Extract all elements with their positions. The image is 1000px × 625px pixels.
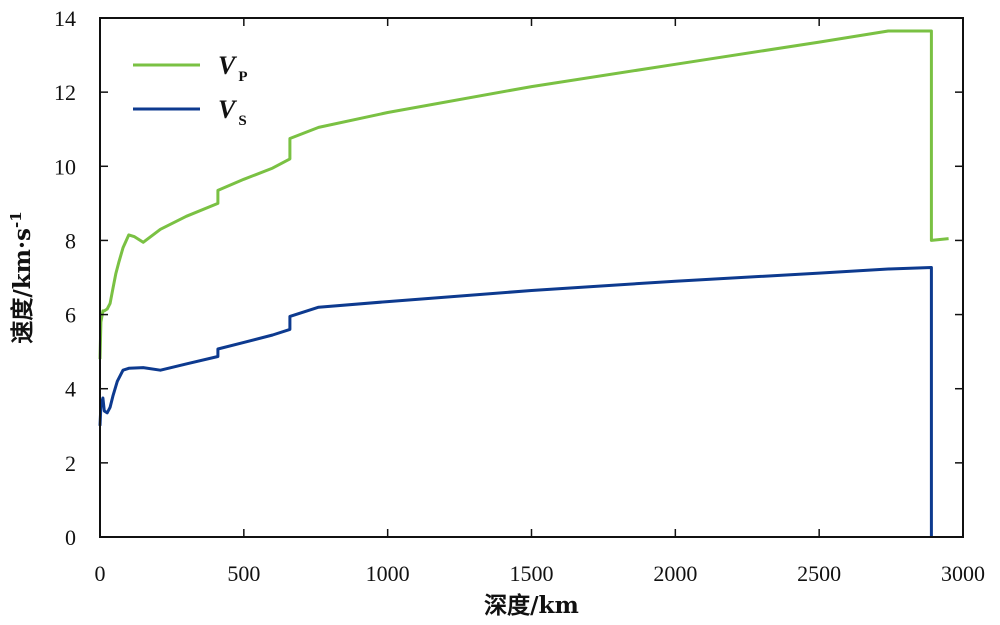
y-axis-label-main: 速度/km·s xyxy=(9,228,36,344)
x-tick-label: 2500 xyxy=(797,561,841,586)
y-tick-label: 8 xyxy=(65,228,76,253)
y-tick-label: 4 xyxy=(65,377,76,402)
y-tick-label: 10 xyxy=(54,154,76,179)
y-axis-label-group: 速度/km·s-1 xyxy=(7,211,36,343)
x-tick-label: 1500 xyxy=(510,561,554,586)
y-axis-ticks: 0 2 4 6 8 10 12 14 xyxy=(54,6,963,550)
y-axis-label-superscript: -1 xyxy=(7,211,25,228)
y-tick-label: 12 xyxy=(54,80,76,105)
y-tick-label: 14 xyxy=(54,6,76,31)
y-tick-label: 0 xyxy=(65,525,76,550)
series-line-VS xyxy=(98,266,933,537)
series-line-VP xyxy=(98,29,949,360)
y-axis-label: 速度/km·s-1 xyxy=(7,211,36,343)
x-tick-label: 500 xyxy=(227,561,260,586)
series-layer xyxy=(98,29,949,537)
x-tick-label: 3000 xyxy=(941,561,985,586)
x-tick-label: 2000 xyxy=(653,561,697,586)
x-tick-label: 0 xyxy=(95,561,106,586)
y-tick-label: 6 xyxy=(65,303,76,328)
x-tick-label: 1000 xyxy=(366,561,410,586)
y-tick-label: 2 xyxy=(65,451,76,476)
x-axis-ticks: 0 500 1000 1500 2000 2500 3000 xyxy=(95,18,985,586)
legend: V P V S xyxy=(133,51,248,129)
x-axis-label: 深度/km xyxy=(484,592,579,619)
